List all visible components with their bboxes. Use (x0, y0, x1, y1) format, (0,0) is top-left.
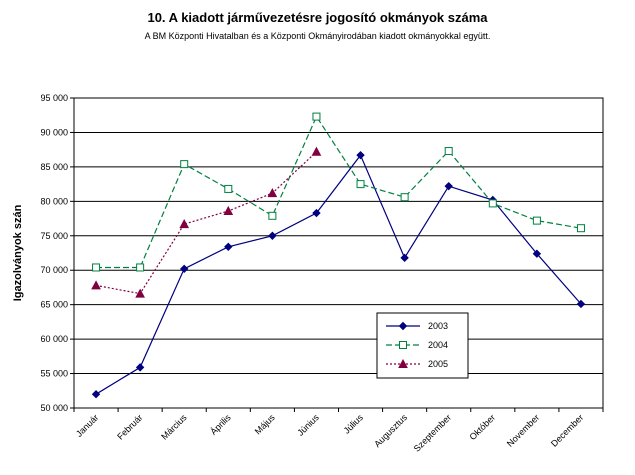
series-line (95, 151, 317, 295)
x-tick-label: Június (295, 412, 321, 438)
data-point (224, 242, 233, 252)
y-tick-label: 95 000 (40, 93, 68, 103)
data-point (488, 199, 497, 208)
series-group (91, 112, 586, 399)
legend-marker (398, 321, 408, 331)
chart-subtitle: A BM Központi Hivatalban és a Központi O… (144, 31, 491, 41)
legend-marker (398, 358, 408, 368)
data-point (444, 181, 453, 191)
y-tick-label: 90 000 (40, 127, 68, 137)
x-tick-label: Április (208, 412, 233, 437)
legend-label: 2005 (428, 359, 448, 369)
series-line (96, 115, 582, 269)
legend-marker (399, 341, 407, 349)
y-tick-label: 60 000 (40, 334, 68, 344)
data-point (400, 253, 409, 263)
legend-label: 2004 (428, 340, 448, 350)
chart-title: 10. A kiadott járművezetésre jogosító ok… (147, 10, 488, 25)
y-axis: 50 000 55 000 60 000 65 000 70 000 75 000 80 0… (40, 93, 74, 413)
data-point (268, 211, 277, 220)
x-tick-label: Augusztus (372, 412, 409, 449)
plot-area (73, 97, 604, 409)
x-tick-label: November (505, 412, 541, 448)
x-tick-label: Január (74, 412, 101, 439)
data-point (356, 150, 365, 160)
x-tick-label: Február (115, 412, 144, 441)
data-point (180, 264, 189, 274)
data-point (312, 112, 321, 121)
x-tick-label: Szeptember (412, 412, 453, 453)
y-tick-label: 80 000 (40, 196, 68, 206)
y-tick-label: 75 000 (40, 231, 68, 241)
data-point (312, 208, 321, 218)
data-point (532, 216, 541, 225)
data-point (224, 184, 233, 193)
series-2003 (91, 150, 586, 399)
data-point (135, 363, 145, 372)
x-tick-label: December (549, 412, 585, 448)
x-tick-label: Július (342, 412, 366, 436)
legend-box (376, 312, 469, 379)
data-point (576, 299, 586, 309)
y-axis-label: Igazolványok szán (12, 204, 24, 301)
series-2005 (91, 146, 322, 298)
data-point (180, 160, 189, 169)
data-point (136, 263, 145, 272)
legend: 2003 2004 2005 (376, 312, 469, 379)
y-tick-label: 55 000 (40, 369, 68, 379)
y-tick-label: 70 000 (40, 265, 68, 275)
data-point (135, 288, 145, 298)
data-point (400, 193, 409, 202)
y-tick-label: 85 000 (40, 162, 68, 172)
data-point (576, 224, 585, 233)
data-point (311, 146, 322, 156)
y-tick-label: 50 000 (40, 403, 68, 413)
series-line (95, 154, 582, 395)
data-point (91, 390, 101, 399)
x-axis: Január Február Március Április Május Június Jú… (73, 408, 604, 454)
data-point (267, 188, 278, 198)
data-point (444, 147, 453, 156)
y-tick-label: 65 000 (40, 300, 68, 310)
series-2004 (92, 112, 585, 272)
x-tick-label: Május (253, 412, 277, 436)
legend-label: 2003 (428, 321, 448, 331)
x-tick-label: Március (159, 412, 189, 442)
x-tick-label: Október (467, 412, 497, 442)
data-point (268, 231, 277, 240)
data-point (532, 249, 542, 258)
data-point (92, 263, 101, 272)
data-point (179, 219, 190, 229)
data-point (223, 205, 234, 215)
data-point (91, 280, 101, 290)
gridlines (74, 131, 603, 375)
data-point (356, 180, 365, 189)
